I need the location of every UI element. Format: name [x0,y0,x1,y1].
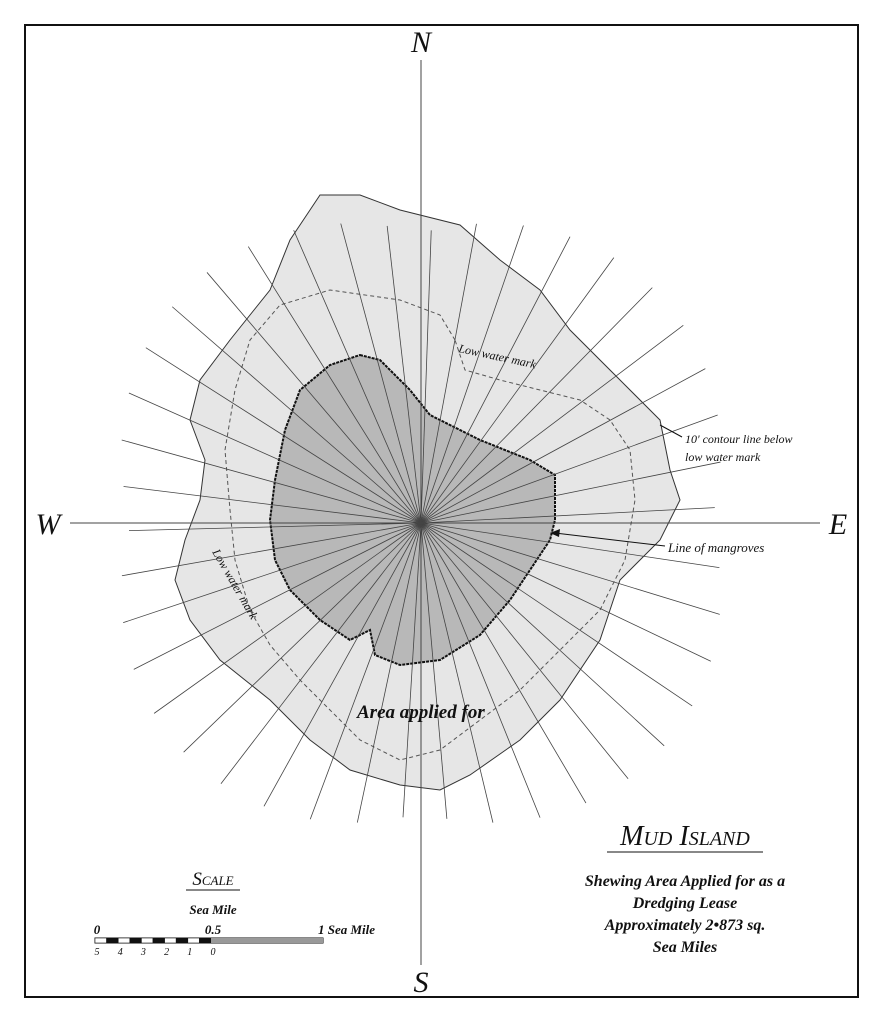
ray [420,522,665,747]
scale-tick-half: 0.5 [205,922,222,937]
ray [420,225,524,524]
ray [420,507,715,524]
ray [420,522,494,823]
ray [145,347,422,524]
scale-cell [129,937,142,944]
scale-sub-ticks: 5 4 3 2 1 0 [95,947,216,958]
compass-w: W [36,508,64,541]
ray [420,368,706,524]
ray [402,522,422,818]
ray [420,236,571,524]
ray [133,522,422,670]
ray [420,522,720,568]
compass-e: E [828,508,847,541]
ray [123,522,422,624]
ray [247,246,422,524]
scale-sub-label: 4 [118,947,123,958]
ray [386,225,422,524]
mangrove-arrowhead [550,529,560,537]
ray [220,522,422,784]
subtitle-2: Dredging Lease [632,895,737,912]
scale-cell [94,937,107,944]
subtitle-3: Approximately 2•873 sq. [604,917,766,934]
scale-tick-1: 1 Sea Mile [318,922,375,937]
scale-cell [152,937,165,944]
scale-hatch [211,938,323,943]
label-contour-2: low water mark [685,450,761,464]
ray [356,522,422,823]
ray [420,230,432,524]
ray [263,522,422,807]
ray [171,306,422,524]
ray [420,522,711,662]
rays [121,223,721,823]
scale-unit: Sea Mile [189,902,237,917]
ray [183,522,422,753]
scale-cell [141,937,154,944]
ray [420,522,448,819]
subtitle-4: Sea Miles [653,939,717,956]
scale-sub-label: 0 [211,947,216,958]
subtitle-1: Shewing Area Applied for as a [585,873,785,890]
low-water-line [224,289,636,761]
ray [420,522,693,707]
scale-sub-label: 2 [164,947,169,958]
compass-s: S [414,966,429,999]
label-mangroves: Line of mangroves [667,540,764,555]
scale-cell [187,937,200,944]
label-contour-1: 10' contour line below [685,432,793,446]
ray [420,414,718,524]
compass-n: N [410,26,433,59]
scale-cells [94,937,323,944]
ray [420,461,721,524]
scale-cell [199,937,212,944]
ray [121,522,422,577]
ray [153,522,422,714]
scale-cell [175,937,189,944]
ray [340,223,422,524]
scale-cell [106,937,119,944]
ray [420,522,720,615]
ray [420,522,629,780]
ray [128,522,422,532]
scale-sub-label: 3 [140,947,146,958]
ray [123,486,422,524]
ray [128,392,422,524]
scale-tick-0: 0 [94,922,101,937]
ray [420,522,541,818]
ray [420,287,653,524]
contour-arrow [659,424,683,438]
scale-sub-label: 1 [187,947,192,958]
scale-title: Scale [192,869,233,890]
ray [420,522,587,804]
mangrove-arrow [554,532,666,547]
scale-cell [164,937,177,944]
ray [206,272,422,524]
title: Mud Island [619,821,750,852]
ray [420,325,684,524]
ray [420,223,477,524]
ray [309,522,422,820]
ray [121,439,422,524]
label-area: Area applied for [356,702,485,723]
scale-sub-label: 5 [95,947,100,958]
border [24,24,859,998]
scale-cell [117,937,131,944]
ray [293,230,422,524]
ray [420,257,615,524]
